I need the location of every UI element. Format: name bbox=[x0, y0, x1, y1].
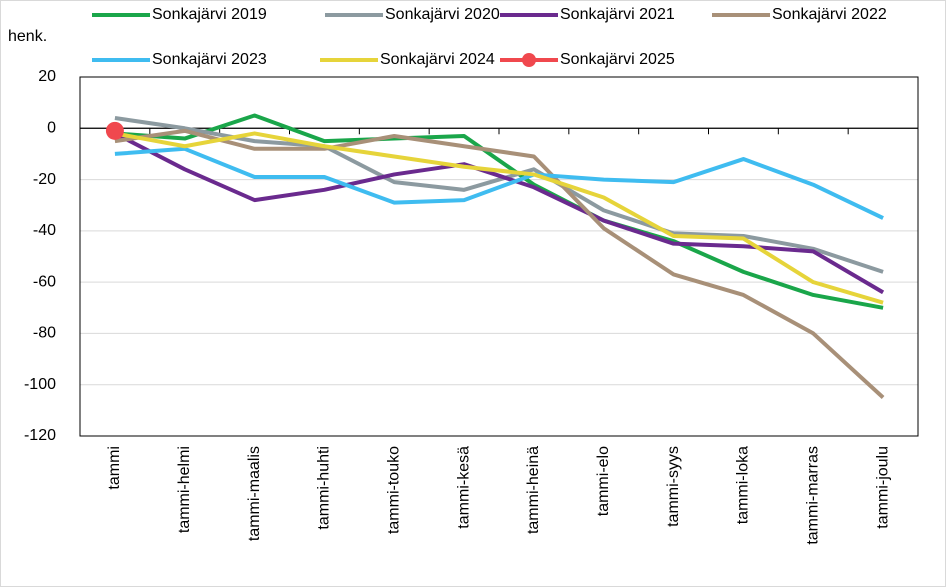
y-tick-label: -20 bbox=[33, 171, 56, 188]
series-line bbox=[114, 116, 884, 274]
series-marker bbox=[105, 121, 124, 140]
x-tick-label: tammi-touko bbox=[385, 446, 402, 534]
x-tick-label: tammi-helmi bbox=[176, 446, 193, 533]
x-tick-label: tammi-elo bbox=[595, 446, 612, 516]
series-line bbox=[114, 128, 885, 400]
plot-border bbox=[79, 76, 919, 437]
y-tick-label: -60 bbox=[33, 273, 56, 290]
legend-label: Sonkajärvi 2024 bbox=[380, 51, 495, 68]
x-tick-label: tammi-joulu bbox=[874, 446, 891, 529]
x-tick-label: tammi-kesä bbox=[455, 446, 472, 529]
y-axis-label: henk. bbox=[8, 28, 47, 45]
legend-label: Sonkajärvi 2023 bbox=[152, 51, 267, 68]
x-tick-label: tammi-heinä bbox=[525, 446, 542, 534]
x-tick-label: tammi bbox=[106, 446, 123, 490]
x-tick-label: tammi-syys bbox=[665, 446, 682, 527]
x-tick-label: tammi-loka bbox=[735, 446, 752, 524]
series-line bbox=[114, 146, 884, 220]
y-tick-label: -100 bbox=[24, 376, 56, 393]
legend-label: Sonkajärvi 2019 bbox=[152, 6, 267, 23]
y-tick-label: 20 bbox=[38, 68, 56, 85]
y-tick-label: -120 bbox=[24, 427, 56, 444]
x-tick-label: tammi-marras bbox=[804, 446, 821, 545]
legend-label: Sonkajärvi 2020 bbox=[385, 6, 500, 23]
x-tick-label: tammi-maalis bbox=[246, 446, 263, 541]
legend-label: Sonkajärvi 2025 bbox=[560, 51, 675, 68]
y-tick-label: -80 bbox=[33, 325, 56, 342]
legend-label: Sonkajärvi 2022 bbox=[772, 6, 887, 23]
y-tick-label: -40 bbox=[33, 222, 56, 239]
legend-marker bbox=[522, 53, 536, 67]
x-tick-label: tammi-huhti bbox=[316, 446, 333, 530]
legend-label: Sonkajärvi 2021 bbox=[560, 6, 675, 23]
series-line bbox=[114, 131, 884, 305]
y-tick-label: 0 bbox=[47, 120, 56, 137]
series-line bbox=[114, 113, 884, 310]
